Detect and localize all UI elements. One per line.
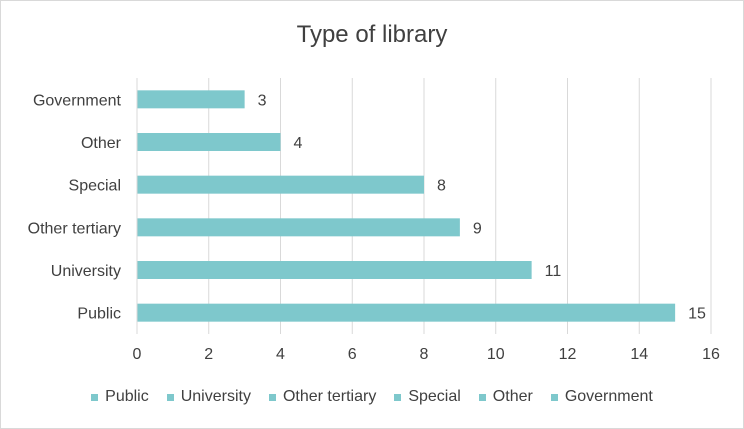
x-tick-label: 8 [420, 346, 429, 363]
data-label: 8 [437, 178, 446, 195]
category-label: Other tertiary [28, 220, 121, 237]
legend-label: Other [492, 388, 533, 405]
legend-swatch [394, 393, 402, 401]
bar [137, 218, 460, 237]
legend-item: Public [91, 388, 149, 406]
data-label: 3 [258, 92, 267, 109]
x-tick-label: 12 [559, 346, 577, 363]
x-tick-label: 10 [487, 346, 505, 363]
legend-item: University [166, 388, 251, 406]
chart-title: Type of library [296, 21, 448, 48]
legend-swatch [91, 393, 99, 401]
legend-item: Other [478, 388, 533, 406]
legend-label: University [180, 388, 251, 405]
category-label: Special [69, 178, 121, 195]
data-label: 9 [473, 220, 482, 237]
x-tick-label: 6 [348, 346, 357, 363]
bar [137, 261, 532, 279]
legend-item: Other tertiary [268, 388, 377, 406]
legend-label: Public [105, 388, 149, 405]
data-label: 4 [294, 135, 303, 152]
legend-swatch [550, 393, 558, 401]
category-label: Government [33, 92, 122, 109]
legend-label: Government [564, 388, 653, 405]
chart-legend: Public University Other tertiary Special Oth… [1, 388, 743, 406]
x-tick-label: 16 [702, 346, 720, 363]
category-label: University [51, 263, 121, 280]
legend-swatch [478, 393, 486, 401]
legend-swatch [268, 393, 276, 401]
legend-swatch [166, 393, 174, 401]
x-tick-label: 2 [204, 346, 213, 363]
legend-label: Other tertiary [282, 388, 377, 405]
bar-chart-plot: 0 2 4 6 8 10 12 14 16 Public 15 University 11 Other t… [28, 78, 720, 363]
bar [137, 175, 424, 194]
bar [137, 90, 245, 109]
legend-item: Special [394, 388, 461, 406]
legend-item: Government [550, 388, 653, 406]
category-label: Other [81, 135, 122, 152]
x-tick-label: 0 [133, 346, 142, 363]
category-label: Public [77, 306, 121, 323]
data-label: 15 [688, 306, 706, 323]
bar [137, 303, 676, 322]
data-label: 11 [545, 263, 562, 280]
bar [137, 133, 281, 151]
x-tick-label: 14 [630, 346, 648, 363]
legend-label: Special [408, 388, 461, 405]
x-tick-label: 4 [276, 346, 285, 363]
